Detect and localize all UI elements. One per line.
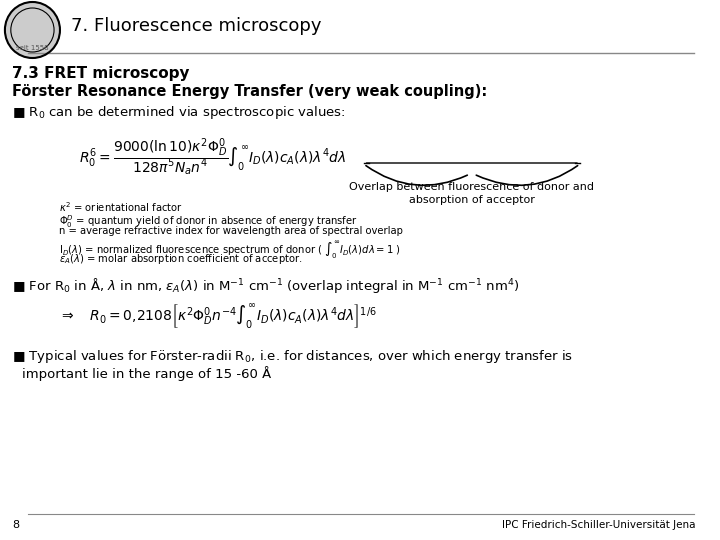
Text: $R_0^6 = \dfrac{9000(\ln 10)\kappa^2\Phi_D^0}{128\pi^5 N_a n^4} \int_0^{\infty} : $R_0^6 = \dfrac{9000(\ln 10)\kappa^2\Phi… [78, 136, 346, 178]
Text: $\Phi_0^D$ = quantum yield of donor in absence of energy transfer: $\Phi_0^D$ = quantum yield of donor in a… [59, 213, 358, 230]
Text: 8: 8 [12, 520, 19, 530]
Text: Förster Resonance Energy Transfer (very weak coupling):: Förster Resonance Energy Transfer (very … [12, 84, 487, 99]
Text: IPC Friedrich-Schiller-Universität Jena: IPC Friedrich-Schiller-Universität Jena [503, 520, 696, 530]
Text: $\blacksquare$ R$_0$ can be determined via spectroscopic values:: $\blacksquare$ R$_0$ can be determined v… [12, 104, 346, 121]
Text: I$_D$($\lambda$) = normalized fluorescence spectrum of donor ( $\int_0^{\infty} : I$_D$($\lambda$) = normalized fluorescen… [59, 239, 401, 261]
Text: $\blacksquare$ For R$_0$ in Å, $\lambda$ in nm, $\varepsilon_A(\lambda)$ in M$^{: $\blacksquare$ For R$_0$ in Å, $\lambda$… [12, 276, 519, 295]
Text: important lie in the range of 15 -60 Å: important lie in the range of 15 -60 Å [22, 366, 271, 381]
Text: Overlap between fluorescence of donor and
absorption of acceptor: Overlap between fluorescence of donor an… [349, 182, 594, 205]
Text: $\Rightarrow \quad R_0 = 0{,}2108 \left[ \kappa^2 \Phi_D^0 n^{-4} \int_0^{\infty: $\Rightarrow \quad R_0 = 0{,}2108 \left[… [59, 302, 377, 331]
Text: 7.3 FRET microscopy: 7.3 FRET microscopy [12, 66, 189, 81]
Text: $\varepsilon_A$($\lambda$) = molar absorption coefficient of acceptor.: $\varepsilon_A$($\lambda$) = molar absor… [59, 252, 302, 266]
Text: $\kappa^2$ = orientational factor: $\kappa^2$ = orientational factor [59, 200, 183, 214]
Text: n = average refractive index for wavelength area of spectral overlap: n = average refractive index for wavelen… [59, 226, 403, 236]
Text: 7. Fluorescence microscopy: 7. Fluorescence microscopy [71, 17, 321, 35]
Text: $\blacksquare$ Typical values for Förster-radii R$_0$, i.e. for distances, over : $\blacksquare$ Typical values for Förste… [12, 348, 573, 365]
Text: seit 1558: seit 1558 [16, 45, 49, 51]
Circle shape [5, 2, 60, 58]
